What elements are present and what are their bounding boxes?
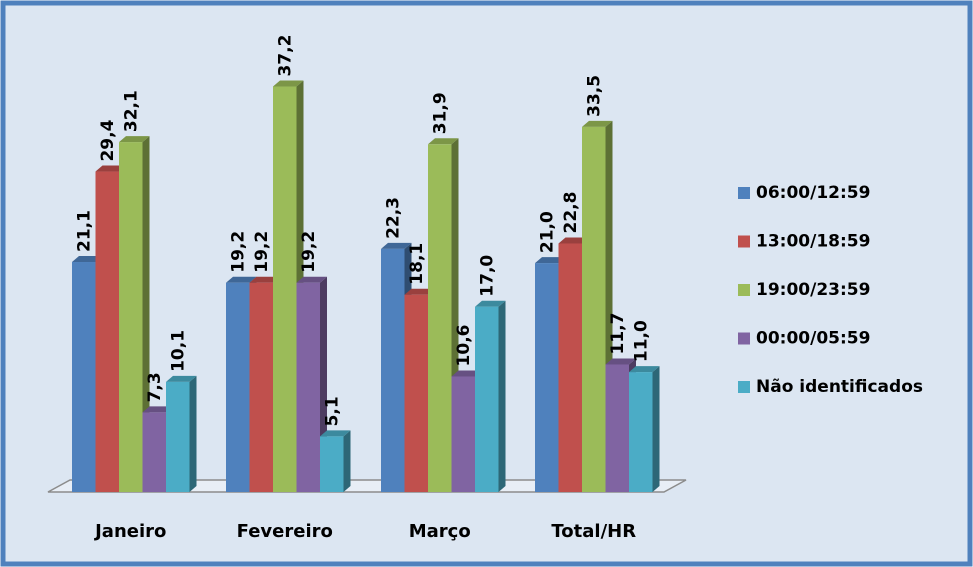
bar-top — [605, 358, 636, 365]
bar-front — [404, 294, 428, 492]
bar-front — [475, 306, 499, 492]
value-label: 37,2 — [276, 35, 296, 77]
bar-top — [558, 237, 589, 244]
bar-top — [226, 276, 257, 283]
x-tick-label: Total/HR — [551, 521, 636, 542]
legend-swatch — [738, 284, 750, 296]
bar-front — [535, 263, 559, 492]
value-label: 18,1 — [407, 243, 427, 285]
bar-top — [381, 242, 412, 249]
value-label: 10,1 — [169, 330, 189, 372]
legend-swatch — [738, 235, 750, 248]
bar-front — [142, 412, 166, 492]
value-label: 22,8 — [561, 192, 581, 234]
value-label: 5,1 — [323, 396, 343, 426]
bar-side — [142, 136, 150, 493]
bar-front — [273, 86, 297, 493]
bar-top — [404, 288, 435, 295]
value-label: 22,3 — [384, 197, 404, 239]
x-tick-label: Janeiro — [93, 521, 166, 542]
legend-label: 00:00/05:59 — [756, 329, 870, 349]
bar-front — [558, 243, 582, 492]
bar-front — [249, 282, 273, 492]
bar-front — [428, 144, 452, 493]
value-label: 31,9 — [431, 92, 451, 134]
value-label: 17,0 — [478, 255, 498, 297]
bar-front — [451, 376, 475, 492]
value-label: 10,6 — [454, 325, 474, 367]
bar-top — [249, 276, 280, 283]
bar-front — [72, 262, 96, 492]
bar-front — [296, 282, 320, 492]
bar-top — [451, 370, 482, 377]
value-label: 21,0 — [538, 211, 558, 253]
bar — [320, 430, 351, 492]
value-label: 19,2 — [299, 231, 319, 273]
bar-front — [95, 171, 119, 493]
bar — [475, 300, 506, 492]
bar-top — [629, 366, 660, 373]
bar-front — [582, 126, 606, 492]
legend-swatch — [738, 332, 750, 345]
bar-front — [119, 142, 143, 493]
bar-top — [119, 136, 150, 143]
legend-label: 06:00/12:59 — [756, 183, 870, 203]
bar-top — [273, 80, 304, 87]
value-label: 7,3 — [145, 372, 165, 402]
bar-top — [582, 120, 613, 127]
x-tick-label: Março — [409, 521, 471, 542]
bar-side — [652, 366, 660, 492]
bar-top — [428, 138, 459, 145]
bar-top — [320, 430, 351, 437]
bar — [629, 366, 660, 492]
bar — [166, 375, 197, 492]
value-label: 19,2 — [252, 231, 272, 273]
legend-label: Não identificados — [756, 377, 923, 397]
value-label: 33,5 — [585, 75, 605, 117]
bar-top — [142, 406, 173, 413]
value-label: 11,7 — [608, 313, 628, 355]
bar-top — [95, 165, 126, 172]
bar-top — [535, 257, 566, 264]
legend-label: 19:00/23:59 — [756, 280, 870, 300]
bar-front — [226, 282, 250, 492]
value-label: 19,2 — [229, 231, 249, 273]
bar-front — [320, 436, 344, 492]
bar-top — [166, 375, 197, 382]
value-label: 21,1 — [75, 210, 95, 252]
bar-side — [343, 430, 351, 492]
x-tick-label: Fevereiro — [237, 521, 333, 542]
bar-front — [605, 364, 629, 492]
bar-side — [189, 375, 197, 492]
legend-swatch — [738, 381, 750, 393]
bar — [119, 136, 150, 493]
value-label: 11,0 — [632, 320, 652, 362]
bar-front — [166, 381, 190, 492]
bar-top — [475, 300, 506, 307]
bar-side — [498, 300, 506, 492]
value-label: 29,4 — [98, 119, 118, 161]
bar-top — [296, 276, 327, 283]
legend-swatch — [738, 187, 750, 199]
bar-top — [72, 256, 103, 263]
legend-label: 13:00/18:59 — [756, 232, 870, 252]
value-label: 32,1 — [122, 90, 142, 132]
bar-front — [629, 372, 653, 492]
bar-front — [381, 248, 405, 492]
